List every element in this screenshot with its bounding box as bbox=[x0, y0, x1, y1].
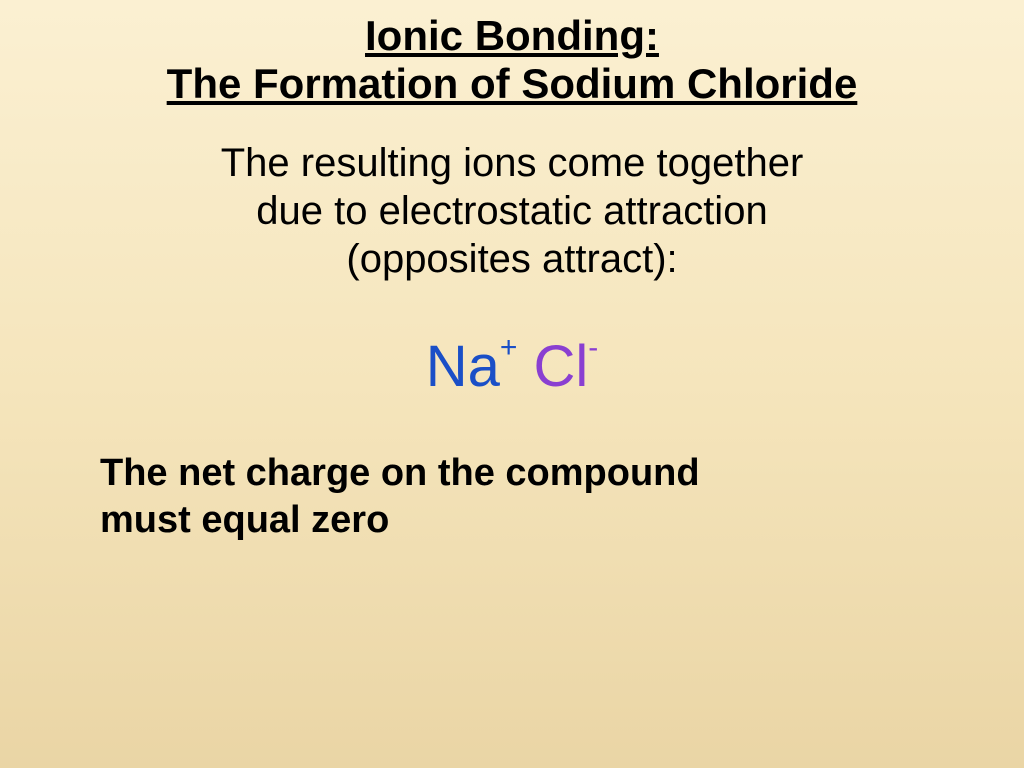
cation: Na+ bbox=[426, 334, 518, 399]
anion: Cl- bbox=[534, 334, 599, 399]
chemical-formula: Na+ Cl- bbox=[0, 333, 1024, 400]
body-line-3: (opposites attract): bbox=[70, 235, 954, 283]
cation-charge: + bbox=[500, 331, 518, 364]
body-line-1: The resulting ions come together bbox=[70, 139, 954, 187]
title-line-2: The Formation of Sodium Chloride bbox=[0, 60, 1024, 108]
body-paragraph: The resulting ions come together due to … bbox=[70, 139, 954, 283]
cation-symbol: Na bbox=[426, 334, 500, 399]
slide-title: Ionic Bonding: The Formation of Sodium C… bbox=[0, 0, 1024, 109]
anion-symbol: Cl bbox=[534, 334, 589, 399]
title-line-1: Ionic Bonding: bbox=[0, 12, 1024, 60]
footer-paragraph: The net charge on the compound must equa… bbox=[100, 450, 924, 545]
body-line-2: due to electrostatic attraction bbox=[70, 187, 954, 235]
anion-charge: - bbox=[588, 331, 598, 364]
footer-line-1: The net charge on the compound bbox=[100, 450, 924, 498]
footer-line-2: must equal zero bbox=[100, 497, 924, 545]
